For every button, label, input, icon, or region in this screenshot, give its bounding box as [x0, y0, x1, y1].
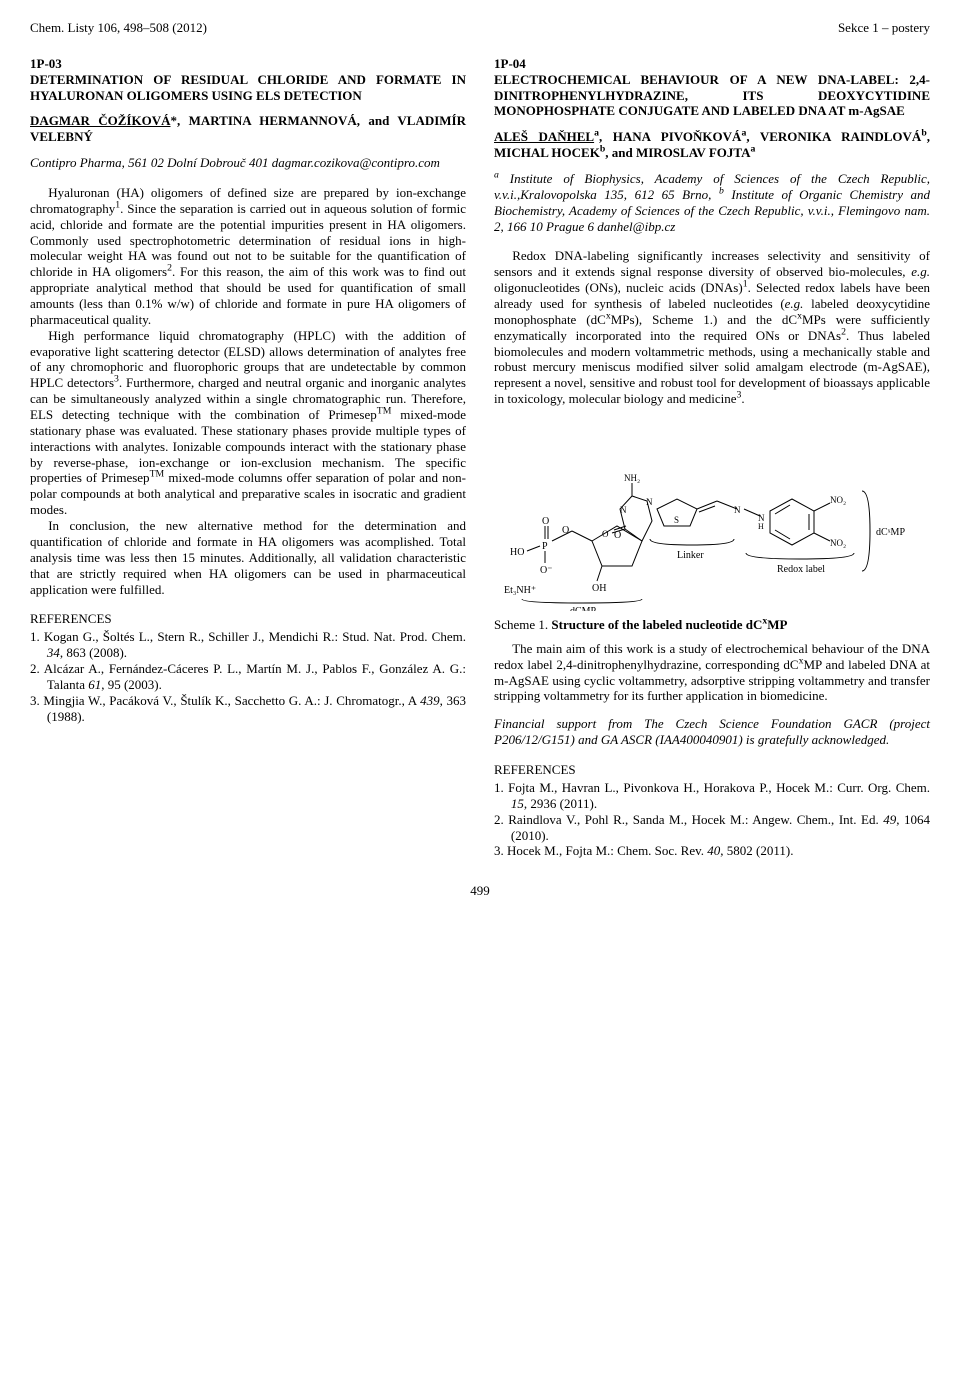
header-left: Chem. Listy 106, 498–508 (2012)	[30, 20, 207, 36]
paragraph-1-left: Hyaluronan (HA) oligomers of defined siz…	[30, 185, 466, 328]
authA: , HANA PIVOŇKOVÁ	[599, 129, 741, 144]
abstract-title-right: ELECTROCHEMICAL BEHAVIOUR OF A NEW DNA-L…	[494, 72, 930, 120]
rp1c: oligonucleotides (ONs), nucleic acids (D…	[494, 280, 743, 295]
linker-label: Linker	[677, 550, 704, 561]
reference-1-right: 1. Fojta M., Havran L., Pivonkova H., Ho…	[494, 780, 930, 812]
rref1c: , 2936 (2011).	[524, 796, 597, 811]
ref1b: 34	[47, 645, 60, 660]
reference-1-left: 1. Kogan G., Šoltés L., Stern R., Schill…	[30, 629, 466, 661]
rref2a: 2. Raindlova V., Pohl R., Sanda M., Hoce…	[494, 812, 883, 827]
ho-label: HO	[510, 547, 524, 558]
affiliation-left: Contipro Pharma, 561 02 Dolní Dobrouč 40…	[30, 155, 466, 171]
ref2b: 61	[88, 677, 101, 692]
affil-sup: a	[750, 144, 755, 155]
reference-3-right: 3. Hocek M., Fojta M.: Chem. Soc. Rev. 4…	[494, 843, 930, 859]
rp1e: e.g.	[785, 296, 804, 311]
paragraph-1-right: Redox DNA-labeling significantly increas…	[494, 248, 930, 407]
rref3a: 3. Hocek M., Fojta M.: Chem. Soc. Rev.	[494, 843, 707, 858]
oh-label: OH	[592, 583, 606, 594]
ref1c: , 863 (2008).	[60, 645, 127, 660]
abstract-code-right: 1P-04	[494, 56, 930, 72]
ref2c: , 95 (2003).	[101, 677, 162, 692]
o-label: O	[542, 516, 549, 527]
dcmp-label: dCMP	[570, 606, 597, 611]
reference-2-left: 2. Alcázar A., Fernández-Cáceres P. L., …	[30, 661, 466, 693]
chemical-structure-svg: O OH O P O HO O⁻ Et₃NH⁺	[502, 421, 922, 611]
authB: , VERONIKA RAINDLOVÁ	[746, 129, 921, 144]
rref2b: 49	[883, 812, 896, 827]
page-number: 499	[30, 883, 930, 899]
n-label: N	[646, 497, 653, 507]
scheme-caption-a: Scheme 1.	[494, 617, 551, 632]
n-label: N	[620, 505, 627, 515]
rref1a: 1. Fojta M., Havran L., Pivonkova H., Ho…	[494, 780, 930, 795]
authors-right: ALEŠ DAŇHELa, HANA PIVOŇKOVÁa, VERONIKA …	[494, 129, 930, 161]
abstract-title-left: DETERMINATION OF RESIDUAL CHLORIDE AND F…	[30, 72, 466, 104]
abstract-code-left: 1P-03	[30, 56, 466, 72]
rp1j: .	[741, 391, 744, 406]
scheme-caption-c: MP	[767, 617, 787, 632]
right-column: 1P-04 ELECTROCHEMICAL BEHAVIOUR OF A NEW…	[494, 56, 930, 859]
tm-sup: TM	[150, 469, 165, 480]
scheme-1: O OH O P O HO O⁻ Et₃NH⁺	[494, 421, 930, 633]
rp1g: MPs), Scheme 1.) and the dC	[611, 312, 797, 327]
s-label: S	[674, 515, 679, 525]
ref3b: 439	[420, 693, 440, 708]
ref3a: 3. Mingjia W., Pacáková V., Štulík K., S…	[30, 693, 420, 708]
nh2-label: NH₂	[624, 473, 640, 483]
rref1b: 15	[511, 796, 524, 811]
no2-label: NO₂	[830, 538, 846, 548]
rp1a: Redox DNA-labeling significantly increas…	[494, 248, 930, 279]
no2-label: NO₂	[830, 495, 846, 505]
references-title-right: REFERENCES	[494, 762, 930, 778]
et3nh-label: Et₃NH⁺	[504, 585, 536, 596]
n-label: N	[734, 505, 741, 515]
authD: , and MIROSLAV FOJTA	[605, 145, 750, 160]
scheme-caption-b: Structure of the labeled nucleotide dC	[551, 617, 762, 632]
dcxmp-label: dCˣMP	[876, 527, 905, 538]
presenting-author-right: ALEŠ DAŇHEL	[494, 129, 594, 144]
paragraph-3-left: In conclusion, the new alternative metho…	[30, 518, 466, 597]
scheme-caption: Scheme 1. Structure of the labeled nucle…	[494, 617, 930, 633]
left-column: 1P-03 DETERMINATION OF RESIDUAL CHLORIDE…	[30, 56, 466, 859]
reference-3-left: 3. Mingjia W., Pacáková V., Štulík K., S…	[30, 693, 466, 725]
acknowledgment-right: Financial support from The Czech Science…	[494, 716, 930, 748]
paragraph-2-left: High performance liquid chromatography (…	[30, 328, 466, 518]
header-right: Sekce 1 – postery	[838, 20, 930, 36]
rref3c: , 5802 (2011).	[720, 843, 793, 858]
ref1a: 1. Kogan G., Šoltés L., Stern R., Schill…	[30, 629, 466, 644]
p-label: P	[542, 541, 548, 552]
affiliation-right: a Institute of Biophysics, Academy of Sc…	[494, 171, 930, 234]
o-label: O	[602, 529, 609, 539]
presenting-author-left: DAGMAR ČOŽÍKOVÁ	[30, 113, 171, 128]
tm-sup: TM	[377, 406, 392, 417]
h-label: H	[758, 522, 764, 531]
paragraph-2-right: The main aim of this work is a study of …	[494, 641, 930, 704]
o-label: O	[562, 525, 569, 536]
references-title-left: REFERENCES	[30, 611, 466, 627]
authors-left: DAGMAR ČOŽÍKOVÁ*, MARTINA HERMANNOVÁ, an…	[30, 113, 466, 145]
rref3b: 40	[707, 843, 720, 858]
reference-2-right: 2. Raindlova V., Pohl R., Sanda M., Hoce…	[494, 812, 930, 844]
ominus-label: O⁻	[540, 565, 553, 576]
redox-label: Redox label	[777, 564, 825, 575]
rp1b: e.g.	[911, 264, 930, 279]
